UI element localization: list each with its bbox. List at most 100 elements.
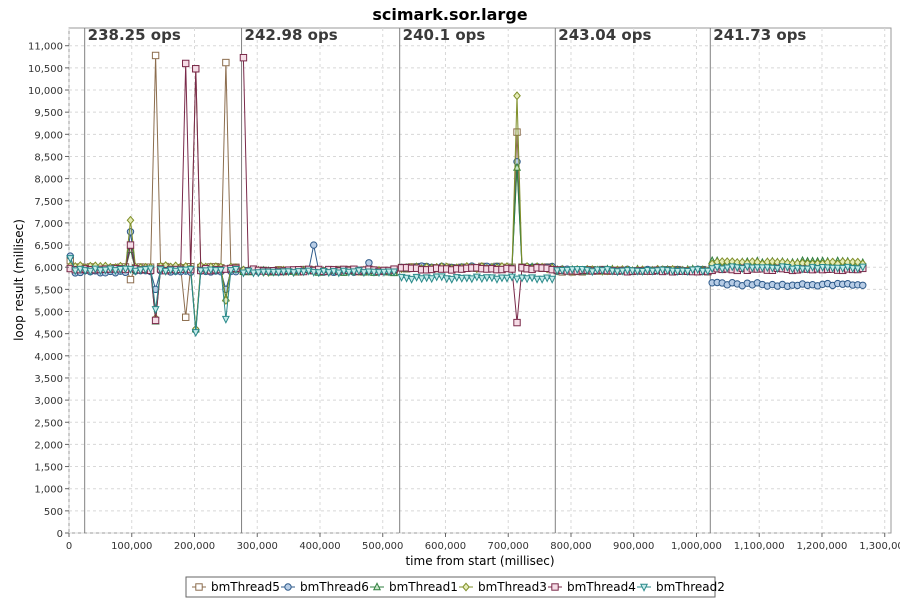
annotation-label: 238.25 ops <box>88 26 181 44</box>
data-point <box>828 264 837 273</box>
data-point <box>678 267 687 276</box>
data-point <box>833 264 842 273</box>
data-point <box>467 275 476 284</box>
data-point <box>364 268 373 277</box>
data-point <box>96 267 105 276</box>
data-point <box>703 267 712 276</box>
series-lines <box>66 51 867 338</box>
data-point <box>452 274 461 283</box>
data-point <box>518 274 527 283</box>
axes: 0 500 1,000 1,500 2,000 2,500 3,000 3,500 4,000 4… <box>28 42 900 552</box>
data-point <box>492 275 501 284</box>
data-point <box>201 267 210 276</box>
data-point <box>482 274 491 283</box>
chart-title: scimark.sor.large <box>372 5 527 24</box>
x-tick-label: 1,100,000 <box>734 541 785 552</box>
x-tick-label: 1,300,000 <box>859 541 900 552</box>
y-tick-label: 11,000 <box>28 42 63 53</box>
data-point <box>151 51 160 60</box>
data-point <box>578 266 587 275</box>
data-point <box>673 268 682 277</box>
legend-marker <box>551 583 559 591</box>
y-tick-label: 500 <box>44 507 63 518</box>
data-point <box>176 266 185 275</box>
data-point <box>211 267 220 276</box>
data-point <box>422 274 431 283</box>
y-tick-label: 8,000 <box>34 175 63 186</box>
data-point <box>126 228 135 236</box>
data-point <box>417 275 426 284</box>
data-point <box>648 267 657 276</box>
data-point <box>221 315 230 324</box>
data-point <box>222 58 230 67</box>
legend-item: bmThread2 <box>637 580 725 594</box>
data-point <box>858 263 867 272</box>
data-point <box>231 266 240 275</box>
data-point <box>523 275 532 284</box>
data-point <box>427 275 436 284</box>
data-point <box>738 265 747 274</box>
data-point <box>853 265 862 274</box>
legend-label: bmThread2 <box>656 580 725 594</box>
data-point <box>385 268 394 277</box>
data-point <box>274 268 283 277</box>
data-point <box>131 267 140 276</box>
legend-label: bmThread3 <box>478 580 547 594</box>
legend-marker <box>284 583 292 591</box>
x-tick-label: 200,000 <box>174 541 215 552</box>
data-point <box>848 265 857 274</box>
data-point <box>126 241 135 249</box>
data-point <box>151 306 160 315</box>
data-point <box>192 65 200 73</box>
data-point <box>823 264 832 273</box>
data-point <box>264 268 273 277</box>
data-point <box>502 274 511 283</box>
x-tick-label: 900,000 <box>613 541 654 552</box>
data-point <box>813 265 822 274</box>
data-point <box>146 265 155 274</box>
y-tick-label: 8,500 <box>34 152 63 163</box>
y-tick-label: 4,000 <box>34 352 63 363</box>
legend-marker <box>462 582 470 592</box>
data-point <box>798 265 807 274</box>
data-point <box>71 267 80 276</box>
data-point <box>508 265 516 273</box>
data-point <box>618 267 627 276</box>
data-point <box>553 267 562 276</box>
data-point <box>633 267 642 276</box>
data-point <box>239 269 248 278</box>
data-point <box>259 268 268 277</box>
data-point <box>593 266 602 275</box>
data-point <box>728 263 737 272</box>
data-point <box>598 267 607 276</box>
data-point <box>390 268 399 277</box>
data-point <box>196 267 205 276</box>
data-point <box>462 274 471 283</box>
data-point <box>723 264 732 273</box>
data-point <box>379 268 389 277</box>
data-point <box>763 264 772 273</box>
data-point <box>309 268 318 277</box>
data-point <box>151 316 160 325</box>
y-tick-label: 1,500 <box>34 463 63 474</box>
y-tick-label: 7,500 <box>34 197 63 208</box>
data-point <box>369 268 378 277</box>
data-point <box>533 275 542 284</box>
data-point <box>136 266 145 275</box>
data-point <box>643 266 652 275</box>
data-point <box>181 266 190 275</box>
series-bmThread2 <box>66 255 867 338</box>
data-point <box>753 264 762 273</box>
x-tick-label: 800,000 <box>550 541 591 552</box>
data-point <box>623 267 632 276</box>
annotation-markers: 238.25 ops 242.98 ops 240.1 ops 243.04 ops 2… <box>84 26 806 533</box>
data-point <box>359 269 368 278</box>
data-point <box>206 266 215 275</box>
annotation-label: 242.98 ops <box>245 26 338 44</box>
legend-item: bmThread6 <box>281 580 369 594</box>
data-point <box>344 268 353 277</box>
data-point <box>663 267 672 276</box>
legend-marker <box>195 583 203 591</box>
legend-box <box>185 576 716 598</box>
